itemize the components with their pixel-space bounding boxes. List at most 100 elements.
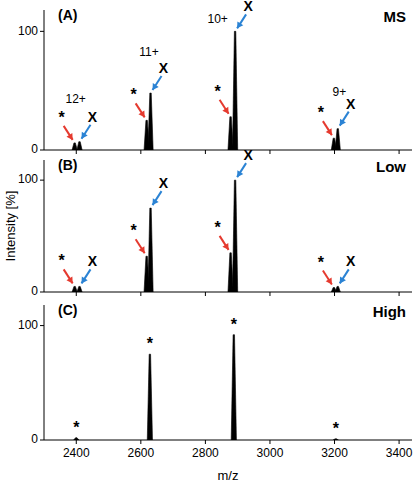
arrow — [340, 269, 349, 283]
panel-label: (C) — [58, 302, 77, 318]
peak-label: * — [59, 252, 66, 269]
arrow — [82, 125, 91, 139]
arrow — [153, 191, 162, 205]
peak — [72, 286, 77, 292]
arrow-head — [222, 243, 228, 250]
arrow-head — [326, 278, 332, 285]
peak-label: * — [214, 219, 221, 236]
arrow — [220, 236, 229, 250]
x-tick — [334, 292, 335, 296]
peak-label: * — [231, 316, 238, 333]
annotation: 9+ — [333, 85, 347, 99]
x-tick — [399, 440, 400, 444]
x-tick — [269, 292, 270, 296]
peak-label: * — [73, 419, 80, 436]
y-tick-label: 0 — [31, 432, 38, 446]
annotation: 10+ — [207, 12, 227, 26]
x-axis-label: m/z — [218, 468, 239, 483]
arrow-head — [340, 276, 346, 283]
arrow-head — [82, 276, 88, 283]
peak-labels: * * * * X X X X — [59, 0, 357, 140]
x-tick — [269, 150, 270, 154]
peak — [148, 208, 153, 292]
arrow-head — [340, 119, 346, 126]
peak-label: * — [147, 335, 154, 352]
peak — [333, 439, 338, 440]
y-axis-label: Intensity [%] — [3, 191, 18, 262]
peak — [148, 93, 153, 150]
panel: 0100****XXXX12+11+10+9+(A)MS — [18, 0, 412, 156]
arrow-head — [66, 276, 72, 283]
plot-area — [72, 31, 340, 150]
x-tick — [399, 292, 400, 296]
x-tick-label: 3000 — [257, 446, 284, 460]
panel-label: (A) — [58, 7, 77, 23]
annotation: 12+ — [65, 92, 85, 106]
peak-labels: ****XXXX — [59, 147, 357, 284]
arrow-head — [222, 107, 228, 114]
peak-label: X — [88, 109, 98, 125]
peak-label: X — [159, 60, 169, 76]
peak-label: * — [131, 222, 138, 239]
arrow-head — [153, 198, 159, 205]
arrow-head — [237, 21, 243, 28]
x-tick-label: 3200 — [321, 446, 348, 460]
y-tick-label: 100 — [18, 24, 38, 38]
arrow-head — [326, 128, 332, 135]
y-tick-label: 0 — [31, 142, 38, 156]
arrow — [82, 269, 91, 283]
x-tick — [76, 292, 77, 296]
peak-label: X — [243, 0, 253, 14]
y-tick-label: 100 — [18, 318, 38, 332]
x-tick-label: 2600 — [127, 446, 154, 460]
peak-label: * — [214, 83, 221, 100]
x-tick-label: 2800 — [192, 446, 219, 460]
arrow-head — [138, 246, 144, 253]
y-tick — [40, 150, 44, 151]
peak — [335, 129, 340, 150]
x-axis — [44, 440, 412, 441]
x-tick — [76, 150, 77, 154]
background — [0, 0, 418, 500]
arrow — [237, 14, 246, 28]
panel-title: High — [373, 303, 406, 320]
y-tick — [40, 440, 44, 441]
peak-label: X — [243, 147, 253, 163]
peak — [233, 31, 238, 150]
arrow — [323, 271, 332, 285]
panel: 0100240026002800300032003400****(C)Highm… — [18, 302, 413, 483]
x-tick — [399, 150, 400, 154]
peak-label: * — [59, 109, 66, 126]
arrow-head — [153, 83, 159, 90]
peak-label: * — [131, 86, 138, 103]
y-tick-label: 0 — [31, 284, 38, 298]
peak-label: X — [88, 253, 98, 269]
peak — [233, 180, 238, 292]
peak — [72, 143, 77, 150]
peak-label: * — [333, 420, 340, 437]
y-tick-label: 100 — [18, 172, 38, 186]
annotation: 11+ — [139, 45, 158, 59]
x-tick-label: 2400 — [63, 446, 90, 460]
peak — [74, 438, 79, 440]
panel-title: Low — [376, 158, 406, 175]
peak-label: X — [346, 253, 356, 269]
x-tick — [334, 440, 335, 444]
peak — [231, 335, 236, 440]
x-tick — [140, 440, 141, 444]
panel: 0100****XXXX(B)LowIntensity [%] — [3, 147, 412, 298]
peak-label: X — [346, 96, 356, 112]
arrow-head — [82, 132, 88, 139]
y-tick — [40, 292, 44, 293]
plot-area — [74, 335, 339, 440]
arrow — [340, 112, 349, 126]
arrow-head — [237, 170, 243, 177]
x-tick — [140, 292, 141, 296]
arrow — [136, 103, 145, 117]
panel-title: MS — [384, 8, 407, 25]
x-tick — [140, 150, 141, 154]
arrow — [136, 239, 145, 253]
peak-label: * — [318, 104, 325, 121]
arrow-head — [66, 133, 72, 140]
arrow — [64, 126, 73, 140]
